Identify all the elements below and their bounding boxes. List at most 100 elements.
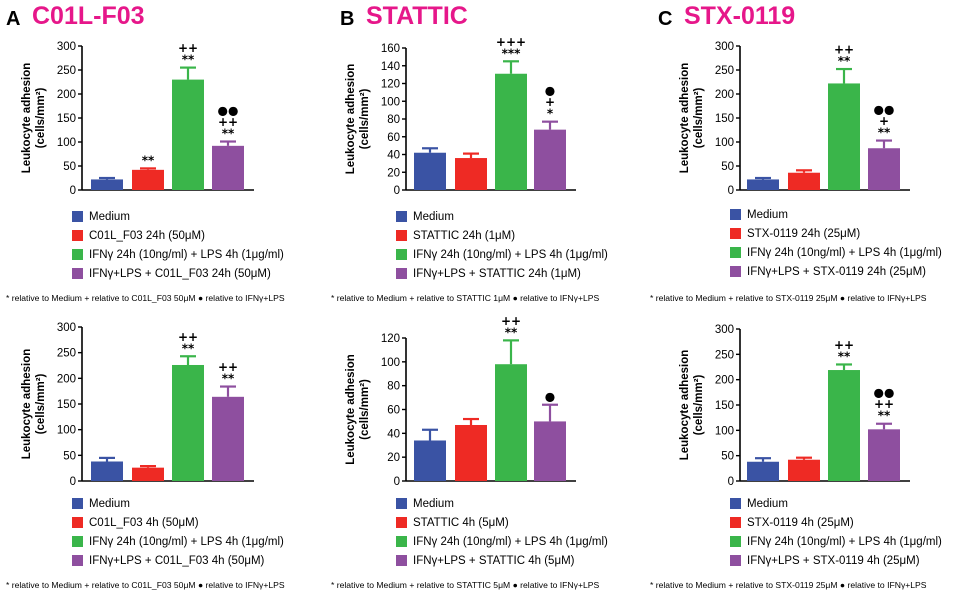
y-axis-unit-c-bottom: (cells/mm²) <box>693 374 705 435</box>
y-axis-label-c-bottom: Leukocyte adhesion <box>679 350 691 461</box>
y-tick-label-a-bottom-2: 100 <box>57 425 76 437</box>
legend-item: IFNγ 24h (10ng/ml) + LPS 4h (1μg/ml) <box>396 532 608 551</box>
bar-a-bottom-2 <box>172 364 204 481</box>
significance-b-bottom-2-1: ** <box>505 325 518 339</box>
y-tick-label-a-bottom-4: 200 <box>57 373 76 385</box>
y-tick-label-c-bottom-4: 200 <box>715 375 734 387</box>
legend-swatch <box>730 209 741 220</box>
y-tick-label-c-bottom-3: 150 <box>715 400 734 412</box>
legend-item: C01L_F03 4h (50μM) <box>72 513 284 532</box>
legend-label: STX-0119 24h (25μM) <box>747 227 861 240</box>
legend-swatch <box>72 517 83 528</box>
legend-item: Medium <box>72 207 284 226</box>
bar-c-bottom-3 <box>868 429 900 481</box>
legend-item: IFNγ 24h (10ng/ml) + LPS 4h (1μg/ml) <box>72 245 284 264</box>
panel-title-c: STX-0119 <box>684 2 796 30</box>
significance-c-top-2-1: ** <box>838 54 851 68</box>
legend-swatch <box>72 555 83 566</box>
panel-letter-b: B <box>340 8 355 30</box>
y-tick-label-c-top-1: 50 <box>721 161 734 173</box>
y-tick-label-b-bottom-1: 20 <box>387 452 400 464</box>
legend-item: Medium <box>396 494 608 513</box>
y-axis-label-a-bottom: Leukocyte adhesion <box>21 349 33 460</box>
legend-label: Medium <box>89 210 130 223</box>
bar-b-top-0 <box>414 152 446 190</box>
legend-c-bottom: Medium STX-0119 4h (25μM) IFNγ 24h (10ng/m… <box>730 494 942 570</box>
y-tick-label-b-bottom-0: 0 <box>394 476 400 488</box>
significance-a-bottom-3-1: ** <box>222 372 235 386</box>
legend-label: IFNγ+LPS + STX-0119 4h (25μM) <box>747 554 920 567</box>
legend-item: STX-0119 4h (25μM) <box>730 513 942 532</box>
significance-a-top-1-0: ** <box>142 153 155 167</box>
y-axis-unit-a-top: (cells/mm²) <box>35 87 47 148</box>
legend-label: C01L_F03 4h (50μM) <box>89 516 199 529</box>
panel-letter-c: C <box>658 8 673 30</box>
legend-item: Medium <box>72 494 284 513</box>
legend-label: STATTIC 24h (1μM) <box>413 229 516 242</box>
footnote-c-top: * relative to Medium + relative to STX-0… <box>650 293 927 303</box>
y-tick-label-c-bottom-2: 100 <box>715 425 734 437</box>
legend-item: STATTIC 4h (5μM) <box>396 513 608 532</box>
legend-label: IFNγ 24h (10ng/ml) + LPS 4h (1μg/ml) <box>747 246 942 259</box>
bar-b-bottom-0 <box>414 440 446 481</box>
y-tick-label-c-top-3: 150 <box>715 113 734 125</box>
legend-swatch <box>730 266 741 277</box>
y-tick-label-b-top-2: 40 <box>387 150 400 162</box>
significance-c-top-3-2: ** <box>878 126 891 140</box>
legend-swatch <box>72 536 83 547</box>
significance-b-top-2-1: *** <box>502 46 522 60</box>
significance-a-top-2-0: ++ <box>178 41 198 55</box>
significance-a-top-3-1: ++ <box>218 115 238 129</box>
bar-c-top-1 <box>788 172 820 190</box>
y-tick-label-a-top-3: 150 <box>57 113 76 125</box>
significance-a-bottom-3-0: ++ <box>218 360 238 374</box>
bar-c-bottom-1 <box>788 459 820 481</box>
legend-item: IFNγ 24h (10ng/ml) + LPS 4h (1μg/ml) <box>396 245 608 264</box>
legend-swatch <box>396 498 407 509</box>
significance-b-top-3-2: * <box>547 107 554 121</box>
legend-swatch <box>730 555 741 566</box>
y-tick-label-c-top-5: 250 <box>715 65 734 77</box>
y-tick-label-a-bottom-5: 250 <box>57 348 76 360</box>
legend-item: Medium <box>730 205 942 224</box>
y-tick-label-a-top-1: 50 <box>63 161 76 173</box>
significance-b-bottom-2-0: ++ <box>501 314 521 328</box>
significance-b-top-2-0: +++ <box>496 35 526 49</box>
significance-c-bottom-2-1: ** <box>838 349 851 363</box>
y-tick-label-b-top-1: 20 <box>387 167 400 179</box>
legend-a-bottom: Medium C01L_F03 4h (50μM) IFNγ 24h (10ng/m… <box>72 494 284 570</box>
y-axis-unit-a-bottom: (cells/mm²) <box>35 373 47 434</box>
significance-a-top-2-1: ** <box>182 53 195 67</box>
legend-item: IFNγ+LPS + STATTIC 24h (1μM) <box>396 264 608 283</box>
bar-a-bottom-0 <box>91 461 123 481</box>
y-axis-label-b-bottom: Leukocyte adhesion <box>345 354 357 465</box>
y-tick-label-b-bottom-2: 40 <box>387 428 400 440</box>
y-tick-label-b-top-7: 140 <box>381 61 400 73</box>
bar-b-top-2 <box>495 73 527 190</box>
legend-swatch <box>730 228 741 239</box>
legend-item: STATTIC 24h (1μM) <box>396 226 608 245</box>
legend-swatch <box>72 249 83 260</box>
legend-swatch <box>72 268 83 279</box>
y-tick-label-a-bottom-6: 300 <box>57 322 76 334</box>
legend-label: IFNγ 24h (10ng/ml) + LPS 4h (1μg/ml) <box>747 535 942 548</box>
legend-label: IFNγ 24h (10ng/ml) + LPS 4h (1μg/ml) <box>89 248 284 261</box>
legend-c-top: Medium STX-0119 24h (25μM) IFNγ 24h (10ng/… <box>730 205 942 281</box>
y-tick-label-c-bottom-5: 250 <box>715 349 734 361</box>
legend-item: IFNγ+LPS + STX-0119 4h (25μM) <box>730 551 942 570</box>
bar-a-bottom-3 <box>212 396 244 481</box>
legend-label: IFNγ 24h (10ng/ml) + LPS 4h (1μg/ml) <box>413 535 608 548</box>
y-axis-unit-b-bottom: (cells/mm²) <box>359 379 371 440</box>
significance-a-bottom-2-0: ++ <box>178 330 198 344</box>
bar-c-top-0 <box>747 179 779 190</box>
y-tick-label-c-top-2: 100 <box>715 137 734 149</box>
bar-b-bottom-1 <box>455 424 487 481</box>
footnote-c-bottom: * relative to Medium + relative to STX-0… <box>650 580 927 590</box>
significance-c-bottom-2-0: ++ <box>834 338 854 352</box>
legend-label: STATTIC 4h (5μM) <box>413 516 509 529</box>
legend-item: IFNγ 24h (10ng/ml) + LPS 4h (1μg/ml) <box>72 532 284 551</box>
footnote-a-bottom: * relative to Medium + relative to C01L_… <box>6 580 285 590</box>
bar-b-top-3 <box>534 129 566 190</box>
